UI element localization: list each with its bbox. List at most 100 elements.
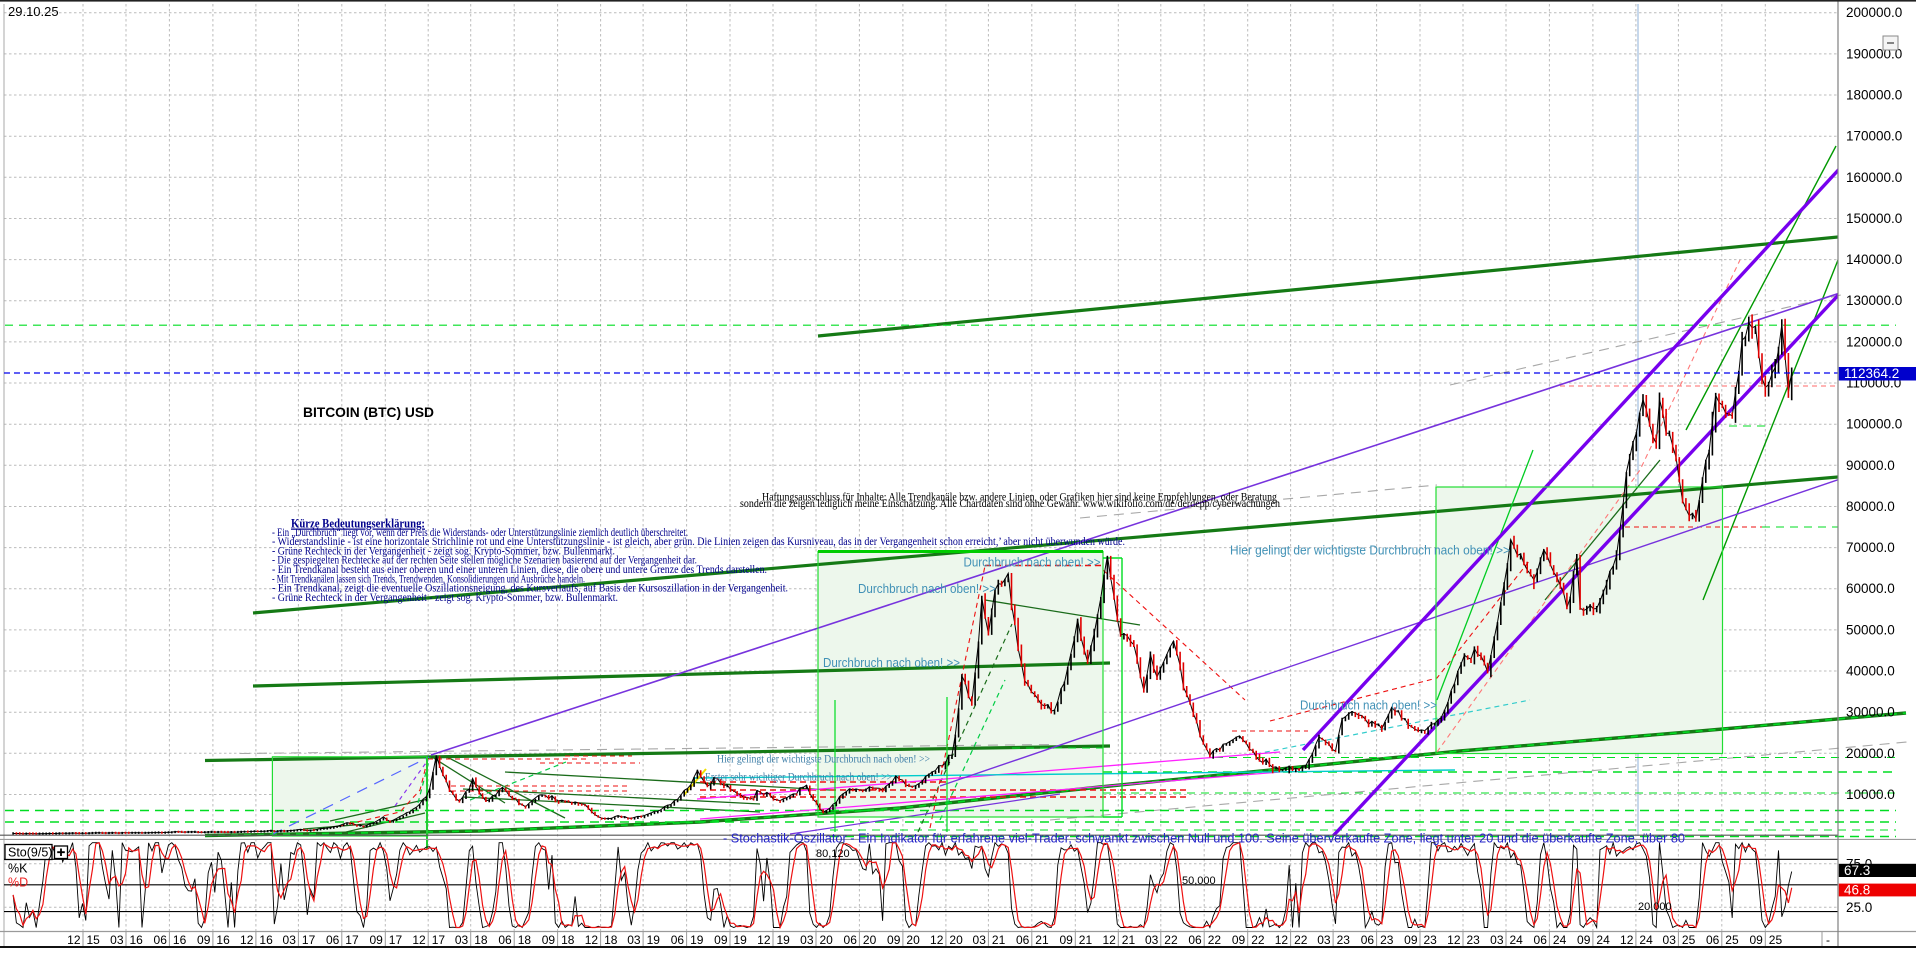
svg-text:03: 03	[1663, 933, 1677, 947]
svg-text:Erster sehr wichtiger Durchbru: Erster sehr wichtiger Durchbruch nach ob…	[705, 770, 892, 784]
svg-text:06: 06	[1361, 933, 1375, 947]
svg-text:- Ein Trendkanal, zeigt die ev: - Ein Trendkanal, zeigt die eventuelle O…	[272, 583, 788, 595]
svg-text:16: 16	[173, 933, 187, 947]
svg-text:21: 21	[992, 933, 1006, 947]
svg-text:- Mit Trendkanälen lassen sich: - Mit Trendkanälen lassen sich Trends, T…	[272, 573, 585, 585]
svg-text:Hier gelingt der wichtigste Du: Hier gelingt der wichtigste Durchbruch n…	[1230, 543, 1510, 558]
svg-text:112364.2: 112364.2	[1844, 366, 1899, 381]
svg-text:67.3: 67.3	[1844, 863, 1870, 878]
svg-text:Haftungsausschluss für Inhalte: Haftungsausschluss für Inhalte: Alle Tre…	[762, 492, 1277, 504]
svg-text:21: 21	[1122, 933, 1136, 947]
svg-text:09: 09	[887, 933, 901, 947]
svg-text:17: 17	[432, 933, 446, 947]
svg-text:09: 09	[714, 933, 728, 947]
svg-text:12: 12	[1102, 933, 1116, 947]
svg-text:24: 24	[1596, 933, 1610, 947]
svg-text:- Grüne Rechteck in der Vergan: - Grüne Rechteck in der Vergangenheit - …	[272, 545, 615, 557]
svg-text:80000.0: 80000.0	[1846, 499, 1895, 514]
svg-text:12: 12	[1620, 933, 1634, 947]
svg-text:12: 12	[757, 933, 771, 947]
svg-text:%K: %K	[8, 862, 28, 876]
svg-text:06: 06	[326, 933, 340, 947]
svg-text:46.8: 46.8	[1844, 882, 1870, 897]
svg-text:- Ein „Durchbruch“ liegt vor,: - Ein „Durchbruch“ liegt vor, wenn der P…	[272, 527, 688, 539]
svg-text:160000.0: 160000.0	[1846, 170, 1902, 185]
svg-text:100000.0: 100000.0	[1846, 417, 1902, 432]
svg-text:21: 21	[1035, 933, 1049, 947]
svg-text:09: 09	[542, 933, 556, 947]
svg-text:Durchbruch nach oben! >>: Durchbruch nach oben! >>	[964, 555, 1101, 570]
svg-text:12: 12	[1447, 933, 1461, 947]
svg-text:19: 19	[777, 933, 791, 947]
svg-text:17: 17	[389, 933, 403, 947]
svg-text:23: 23	[1467, 933, 1481, 947]
svg-text:18: 18	[604, 933, 618, 947]
svg-text:130000.0: 130000.0	[1846, 293, 1902, 308]
svg-text:12: 12	[240, 933, 254, 947]
svg-text:16: 16	[130, 933, 144, 947]
svg-text:03: 03	[283, 933, 297, 947]
svg-text:17: 17	[302, 933, 316, 947]
svg-text:40000.0: 40000.0	[1846, 664, 1895, 679]
svg-text:06: 06	[1188, 933, 1202, 947]
svg-text:Sto(9/5): Sto(9/5)	[8, 846, 52, 860]
svg-text:Durchbruch nach oben! >>: Durchbruch nach oben! >>	[858, 581, 996, 596]
svg-text:sondern die zeigen lediglich m: sondern die zeigen lediglich meine Einsc…	[740, 498, 1280, 510]
svg-text:80,120: 80,120	[816, 848, 850, 860]
svg-text:50,000: 50,000	[1182, 875, 1216, 887]
svg-text:03: 03	[455, 933, 469, 947]
svg-text:06: 06	[1534, 933, 1548, 947]
svg-text:50000.0: 50000.0	[1846, 622, 1895, 637]
svg-text:Kürze Bedeutungserklärung:: Kürze Bedeutungserklärung:	[291, 517, 425, 531]
svg-text:09: 09	[1749, 933, 1763, 947]
svg-text:120000.0: 120000.0	[1846, 334, 1902, 349]
svg-text:25: 25	[1682, 933, 1696, 947]
svg-text:03: 03	[1145, 933, 1159, 947]
svg-text:12: 12	[67, 933, 81, 947]
svg-text:20: 20	[949, 933, 963, 947]
svg-text:06: 06	[844, 933, 858, 947]
svg-text:21: 21	[1079, 933, 1093, 947]
svg-text:03: 03	[1490, 933, 1504, 947]
svg-text:- Grüne Rechteck in der Vergan: - Grüne Rechteck in der Vergangenheit - …	[272, 592, 618, 604]
svg-text:29.10.25: 29.10.25	[8, 4, 59, 19]
svg-text:BITCOIN (BTC) USD: BITCOIN (BTC) USD	[303, 404, 434, 420]
svg-text:03: 03	[800, 933, 814, 947]
svg-text:12: 12	[1275, 933, 1289, 947]
svg-text:25: 25	[1769, 933, 1783, 947]
svg-text:150000.0: 150000.0	[1846, 211, 1902, 226]
svg-text:09: 09	[1577, 933, 1591, 947]
svg-text:06: 06	[671, 933, 685, 947]
svg-text:20: 20	[820, 933, 834, 947]
svg-text:- Widerstandslinie - ist eine: - Widerstandslinie - ist eine horizontal…	[272, 536, 1125, 548]
svg-text:24: 24	[1639, 933, 1653, 947]
svg-text:22: 22	[1208, 933, 1222, 947]
svg-text:09: 09	[1059, 933, 1073, 947]
svg-text:18: 18	[561, 933, 575, 947]
svg-text:10000.0: 10000.0	[1846, 787, 1895, 802]
svg-text:23: 23	[1424, 933, 1438, 947]
svg-text:200000.0: 200000.0	[1846, 5, 1902, 20]
svg-text:25.0: 25.0	[1846, 900, 1872, 915]
svg-text:180000.0: 180000.0	[1846, 88, 1902, 103]
svg-text:09: 09	[1404, 933, 1418, 947]
svg-text:06: 06	[1016, 933, 1030, 947]
svg-text:30000.0: 30000.0	[1846, 705, 1895, 720]
svg-text:03: 03	[973, 933, 987, 947]
svg-text:20: 20	[863, 933, 877, 947]
svg-text:20000.0: 20000.0	[1846, 746, 1895, 761]
svg-text:16: 16	[216, 933, 230, 947]
svg-text:09: 09	[197, 933, 211, 947]
svg-text:17: 17	[345, 933, 359, 947]
svg-text:- Ein Trendkanal besteht aus e: - Ein Trendkanal besteht aus einer obere…	[272, 564, 767, 576]
svg-text:09: 09	[1232, 933, 1246, 947]
svg-text:12: 12	[585, 933, 599, 947]
svg-text:18: 18	[518, 933, 532, 947]
svg-text:22: 22	[1294, 933, 1308, 947]
svg-text:22: 22	[1251, 933, 1265, 947]
svg-text:24: 24	[1510, 933, 1524, 947]
svg-text:03: 03	[110, 933, 124, 947]
svg-text:Hier gelingt der wichtigste Du: Hier gelingt der wichtigste Durchbruch n…	[717, 752, 930, 766]
svg-text:Durchbruch nach oben! >>: Durchbruch nach oben! >>	[823, 655, 960, 670]
svg-text:25: 25	[1725, 933, 1739, 947]
